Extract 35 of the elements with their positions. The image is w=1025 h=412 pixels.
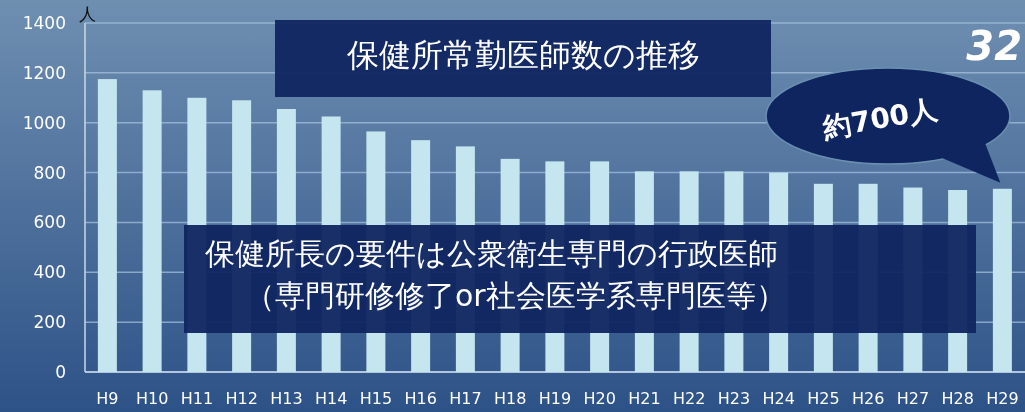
annotation: （専門研修修了or社会医学系専門医等） <box>245 278 786 313</box>
x-tick-label: H23 <box>717 389 751 408</box>
x-tick-label: H27 <box>896 389 930 408</box>
y-tick-label: 200 <box>33 312 66 333</box>
x-tick-label: H19 <box>538 389 572 408</box>
chart-title: 保健所常勤医師数の推移 <box>346 36 700 74</box>
annotation: 約700人 <box>819 92 941 145</box>
y-tick-label: 800 <box>33 162 66 183</box>
y-tick-label: 1200 <box>22 62 66 83</box>
annotation: 32 <box>966 23 1022 69</box>
x-tick-label: H16 <box>404 389 437 408</box>
x-tick-label: H17 <box>449 389 482 408</box>
x-tick-label: H10 <box>135 389 169 408</box>
y-tick-label: 1400 <box>22 13 66 33</box>
annotation: 保健所長の要件は公衆衛生専門の行政医師 <box>205 236 778 271</box>
y-tick-label: 1000 <box>22 112 66 133</box>
x-tick-label: H18 <box>493 389 527 408</box>
y-axis-title: 人 <box>78 4 96 24</box>
x-tick-label: H20 <box>583 389 616 408</box>
x-tick-label: H22 <box>672 389 706 408</box>
x-tick-label: H9 <box>96 389 119 408</box>
y-tick-label: 600 <box>33 212 66 233</box>
x-tick-label: H11 <box>180 389 214 408</box>
x-tick-label: H26 <box>851 389 885 408</box>
x-tick-label: H21 <box>628 389 661 408</box>
x-tick-label: H13 <box>270 389 303 408</box>
y-tick-label: 400 <box>33 262 66 283</box>
x-tick-label: H28 <box>941 389 974 408</box>
x-tick-label: H12 <box>225 389 258 408</box>
x-tick-label: H29 <box>986 389 1019 408</box>
x-tick-label: H24 <box>762 389 795 408</box>
x-tick-label: H14 <box>314 389 348 408</box>
x-tick-label: H15 <box>359 389 393 408</box>
x-tick-label: H25 <box>807 389 840 408</box>
y-tick-label: 0 <box>55 362 66 382</box>
